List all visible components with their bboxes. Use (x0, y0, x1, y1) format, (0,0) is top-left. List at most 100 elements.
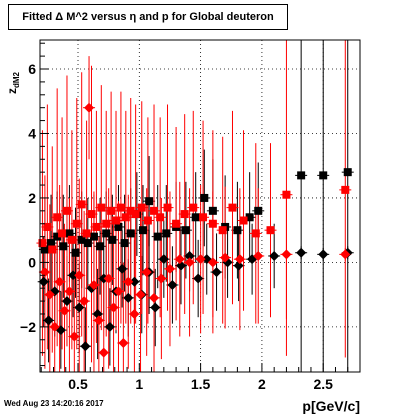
data-point-diamond (149, 292, 160, 303)
data-point-square (102, 229, 111, 238)
data-point-diamond (269, 250, 280, 261)
data-point-diamond (129, 276, 140, 287)
data-point-square (53, 213, 62, 222)
data-point-diamond (220, 252, 231, 263)
data-point-diamond (318, 249, 329, 260)
data-point-square (48, 245, 57, 254)
data-point-diamond (103, 273, 114, 284)
data-point-diamond (207, 257, 218, 268)
data-point-diamond (93, 315, 104, 326)
data-point-diamond (195, 254, 206, 265)
data-point-diamond (43, 315, 54, 326)
data-point-square (319, 171, 328, 180)
data-point-diamond (141, 267, 152, 278)
data-point-square (266, 226, 275, 235)
x-tick-label: 2 (258, 376, 266, 392)
data-point-square (83, 239, 92, 248)
data-point-square (120, 239, 129, 248)
data-point-diamond (79, 296, 90, 307)
x-tick-label: 1 (135, 376, 143, 392)
data-point-square (181, 226, 190, 235)
data-point-diamond (61, 296, 72, 307)
data-point-square (163, 203, 172, 212)
y-axis-label: zdM2 (5, 71, 21, 94)
data-point-diamond (88, 279, 99, 290)
data-point-diamond (156, 273, 167, 284)
data-point-square (102, 219, 111, 228)
y-tick-label: −2 (20, 319, 36, 335)
data-point-diamond (129, 308, 140, 319)
data-point-square (233, 226, 242, 235)
data-point-square (208, 219, 217, 228)
data-point-diamond (44, 289, 55, 300)
data-point-diamond (234, 254, 245, 265)
data-point-diamond (104, 321, 115, 332)
data-point-diamond (68, 270, 79, 281)
data-point-diamond (164, 263, 175, 274)
data-point-square (239, 216, 248, 225)
y-tick-label: 0 (28, 254, 36, 270)
data-point-square (77, 235, 86, 244)
data-point-square (121, 213, 130, 222)
data-point-square (143, 216, 152, 225)
data-point-diamond (49, 321, 60, 332)
data-point-diamond (98, 347, 109, 358)
data-point-diamond (174, 254, 185, 265)
data-point-diamond (54, 276, 65, 287)
data-point-diamond (340, 249, 351, 260)
data-point-diamond (117, 263, 128, 274)
data-point-diamond (296, 247, 307, 258)
x-tick-label: 0.5 (68, 376, 88, 392)
data-point-square (200, 193, 209, 202)
data-point-diamond (39, 267, 50, 278)
data-point-square (138, 226, 147, 235)
data-point-diamond (184, 257, 195, 268)
data-point-square (59, 242, 68, 251)
x-tick-label: 1.5 (191, 376, 211, 392)
data-point-square (228, 203, 237, 212)
data-point-square (297, 171, 306, 180)
data-point-square (72, 219, 81, 228)
plot-frame (39, 39, 361, 373)
data-point-square (189, 203, 198, 212)
data-point-diamond (80, 341, 91, 352)
data-point-square (43, 222, 52, 231)
data-point-diamond (84, 102, 95, 113)
data-point-square (77, 200, 86, 209)
data-point-square (58, 229, 67, 238)
chart-title: Fitted Δ M^2 versus η and p for Global d… (8, 4, 288, 30)
data-point-square (126, 229, 135, 238)
data-point-square (89, 232, 98, 241)
data-point-diamond (64, 286, 75, 297)
data-point-square (156, 213, 165, 222)
data-point-square (65, 229, 74, 238)
data-point-square (53, 232, 62, 241)
data-point-square (251, 229, 260, 238)
data-markers (38, 102, 353, 358)
data-point-diamond (108, 302, 119, 313)
data-point-square (114, 222, 123, 231)
data-point-square (47, 239, 56, 248)
data-point-diamond (253, 250, 264, 261)
data-point-square (341, 185, 350, 194)
data-point-square (126, 206, 135, 215)
axes: 0.5 1 1.5 2 2.5 −2 0 2 4 6 (20, 42, 361, 392)
data-point-square (145, 197, 154, 206)
data-point-square (108, 235, 117, 244)
x-axis-label: p[GeV/c] (302, 398, 360, 414)
data-point-square (116, 203, 125, 212)
data-point-square (67, 235, 76, 244)
data-point-diamond (184, 250, 195, 261)
x-tick-label: 2.5 (313, 376, 333, 392)
data-point-square (71, 248, 80, 257)
data-point-diamond (211, 267, 222, 278)
data-point-diamond (118, 337, 129, 348)
data-point-diamond (167, 279, 178, 290)
data-point-square (82, 229, 91, 238)
data-point-square (137, 203, 146, 212)
data-point-square (153, 232, 162, 241)
data-point-square (87, 210, 96, 219)
data-point-square (254, 206, 263, 215)
data-point-diamond (233, 260, 244, 271)
